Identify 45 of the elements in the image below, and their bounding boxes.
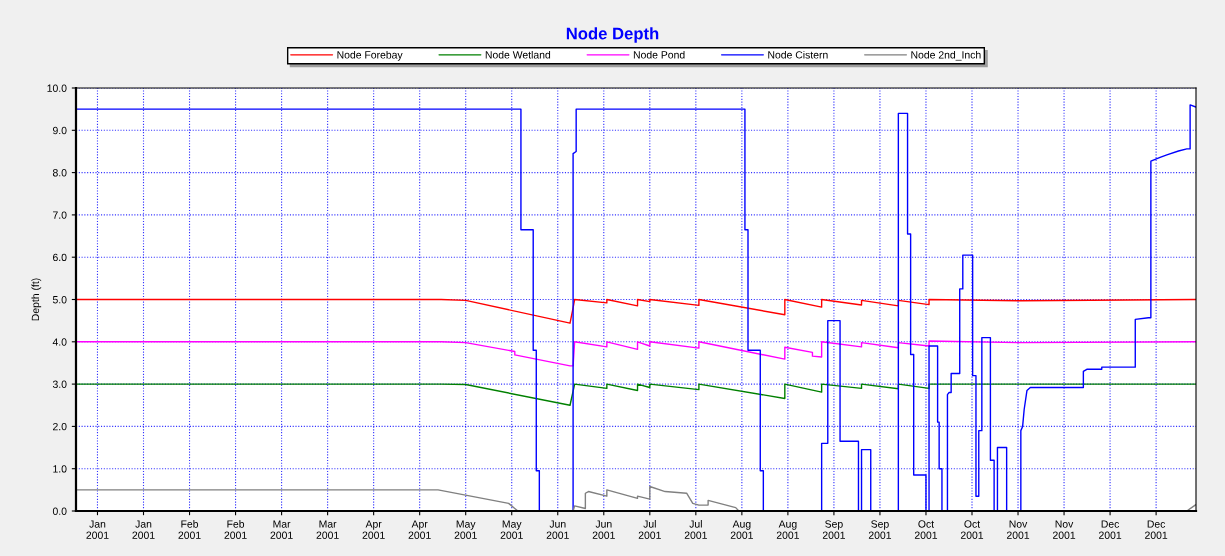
- chart-title: Node Depth: [566, 27, 659, 43]
- y-tick-label: 0.0: [52, 507, 67, 515]
- x-tick-label: Sep 2001: [822, 520, 845, 539]
- x-tick-label: Apr 2001: [408, 520, 431, 539]
- x-tick-label: Nov 2001: [1006, 520, 1030, 539]
- y-tick-label: 8.0: [52, 169, 67, 177]
- x-tick-label: Jul 2001: [638, 520, 661, 539]
- x-tick-label: Mar 2001: [316, 520, 339, 539]
- x-tick-label: Sep 2001: [868, 520, 892, 539]
- y-axis-title: Depth (ft): [31, 278, 42, 321]
- x-tick-label: Apr 2001: [362, 520, 385, 539]
- x-tick-label: Jan 2001: [132, 520, 155, 539]
- x-tick-label: Feb 2001: [178, 520, 201, 539]
- x-tick-label: Jul 2001: [684, 520, 707, 539]
- x-tick-label: May 2001: [500, 520, 523, 539]
- y-tick-label: 4.0: [52, 338, 67, 346]
- y-tick-label: 2.0: [53, 422, 67, 431]
- line-series: [76, 340, 1196, 367]
- x-tick-label: May 2001: [454, 520, 477, 539]
- line-series: [76, 383, 1196, 406]
- x-tick-label: Dec 2001: [1145, 520, 1168, 539]
- y-tick-label: 5.0: [52, 296, 67, 304]
- y-tick-label: 1.0: [53, 465, 67, 473]
- x-tick-label: Feb 2001: [224, 520, 247, 539]
- x-tick-label: Mar 2001: [270, 520, 293, 539]
- y-tick-label: 9.0: [52, 126, 67, 135]
- x-tick-label: Jan 2001: [86, 520, 109, 539]
- x-tick-label: Oct 2001: [914, 520, 938, 539]
- x-tick-label: Aug 2001: [730, 520, 753, 539]
- x-tick-label: Aug 2001: [776, 520, 799, 539]
- y-tick-label: 3.0: [52, 380, 67, 388]
- legend-label: Node Cistern: [768, 50, 828, 59]
- x-tick-label: Nov 2001: [1052, 520, 1076, 539]
- y-tick-label: 6.0: [53, 253, 67, 262]
- legend-label: Node Wetland: [485, 50, 551, 59]
- x-tick-label: Oct 2001: [960, 520, 984, 539]
- legend-label: Node Forebay: [337, 50, 403, 61]
- x-tick-label: Jun 2001: [546, 520, 569, 539]
- line-series: [76, 298, 1196, 324]
- x-tick-label: Jun 2001: [592, 520, 615, 539]
- y-tick-label: 10.0: [47, 84, 67, 92]
- y-tick-label: 7.0: [53, 211, 67, 219]
- legend-label: Node Pond: [633, 50, 685, 59]
- x-tick-label: Dec 2001: [1099, 520, 1122, 539]
- legend-label: Node 2nd_Inch: [911, 50, 981, 61]
